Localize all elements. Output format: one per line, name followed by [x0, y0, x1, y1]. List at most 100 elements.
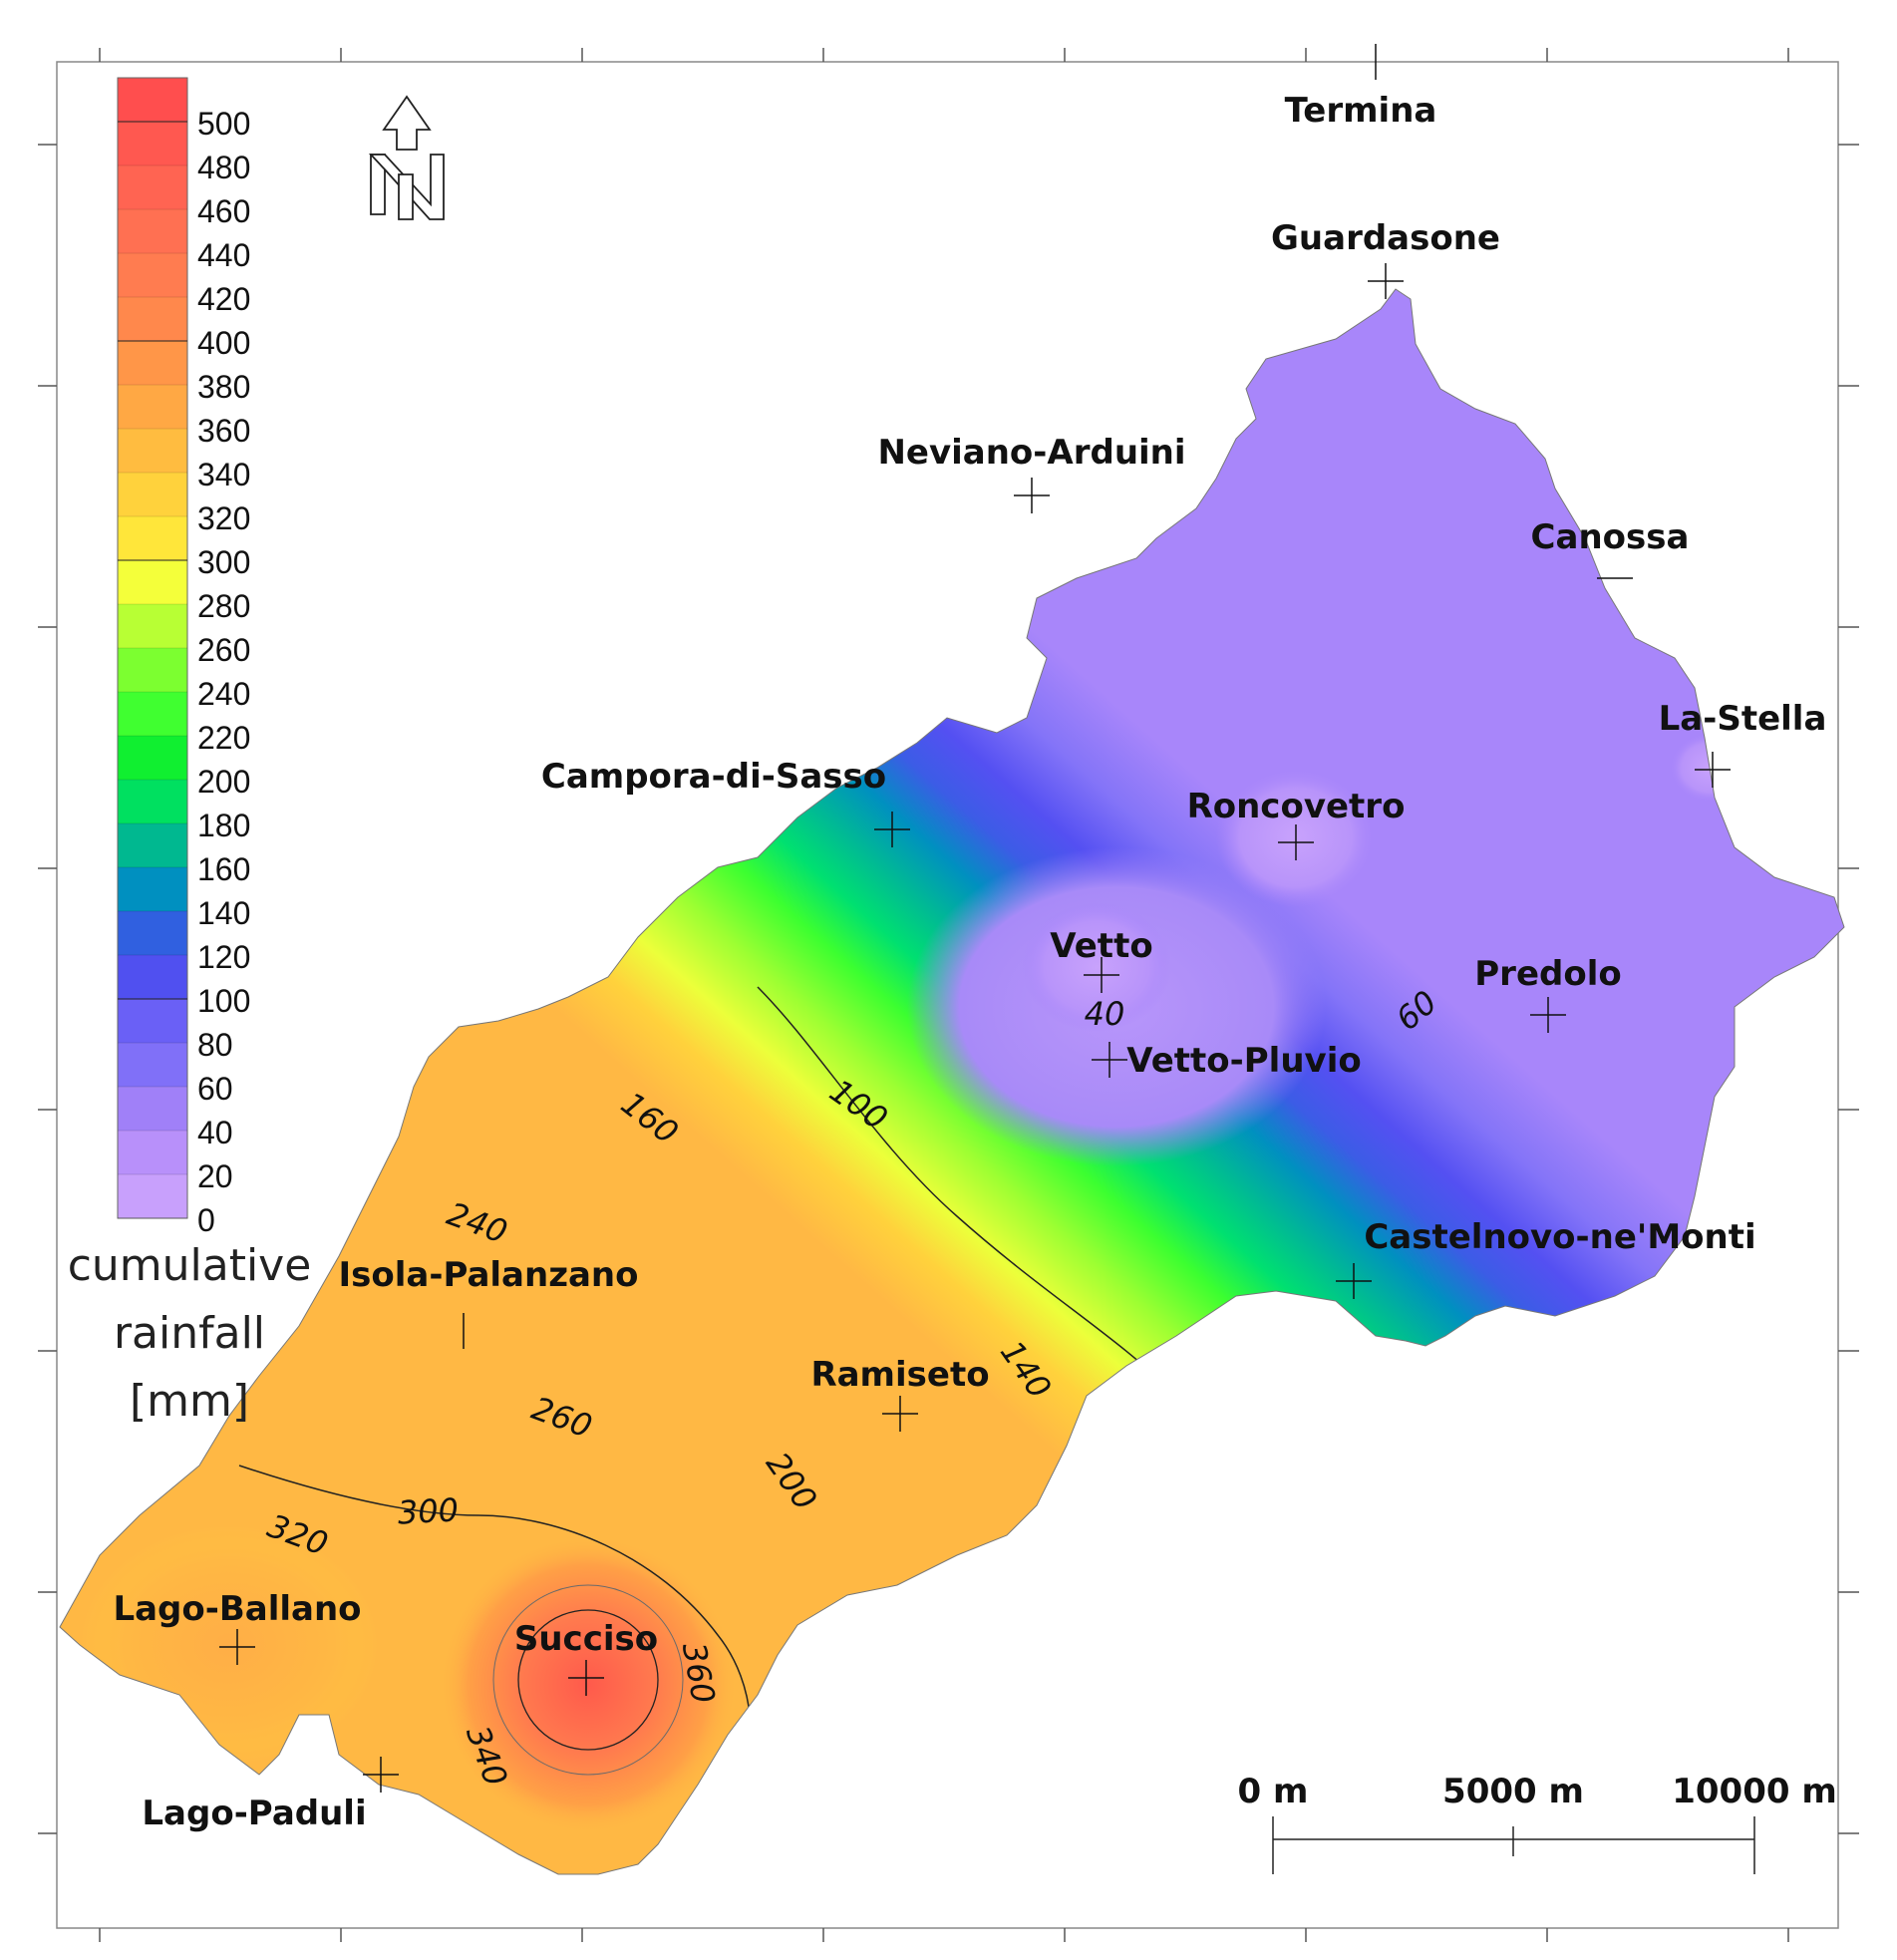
legend-tick-label: 400 [197, 325, 250, 361]
legend-tick-label: 440 [197, 237, 250, 273]
legend-tick-label: 20 [197, 1158, 233, 1194]
legend-title-line-1: cumulative [68, 1240, 312, 1291]
legend-swatch [118, 385, 187, 430]
station-marker-ramiseto [882, 1396, 918, 1432]
legend-tick-label: 100 [197, 983, 250, 1019]
legend-swatch [118, 736, 187, 781]
map-frame [56, 61, 1839, 1929]
legend-swatch [118, 473, 187, 517]
station-label-lago-ballano: Lago-Ballano [113, 1589, 361, 1629]
station-label-vetto-pluvio: Vetto-Pluvio [1126, 1041, 1361, 1081]
scale-label-10000: 10000 m [1672, 1772, 1837, 1811]
station-marker-neviano-arduini [1014, 478, 1050, 513]
legend-colorbar [118, 78, 187, 1219]
basin-outline [59, 288, 1845, 1875]
contour-label: 40 [1085, 995, 1125, 1033]
legend: 5004804604404204003803603403203002802602… [68, 77, 312, 1427]
legend-tick-label: 360 [197, 413, 250, 449]
legend-swatch [118, 692, 187, 737]
legend-swatch [118, 297, 187, 342]
station-marker-roncovetro [1278, 824, 1314, 860]
station-label-guardasone: Guardasone [1271, 218, 1500, 258]
legend-swatch [118, 1131, 187, 1175]
legend-tick-labels: 5004804604404204003803603403203002802602… [118, 106, 250, 1238]
station-marker-succiso [568, 1660, 604, 1696]
legend-swatch [118, 911, 187, 956]
station-label-ramiseto: Ramiseto [810, 1355, 989, 1395]
station-marker-vetto-pluvio [1092, 1042, 1127, 1078]
legend-swatch [118, 1043, 187, 1088]
legend-swatch [118, 1087, 187, 1132]
legend-swatch [118, 516, 187, 561]
legend-tick-label: 420 [197, 281, 250, 317]
legend-title-line-3: [mm] [130, 1376, 249, 1427]
legend-swatch [118, 560, 187, 605]
legend-title-line-2: rainfall [114, 1308, 265, 1359]
legend-tick-label: 480 [197, 150, 250, 185]
station-label-succiso: Succiso [514, 1619, 658, 1659]
station-marker-guardasone [1368, 263, 1404, 299]
station-labels: Termina Guardasone Neviano-Arduini Canossa L… [113, 91, 1826, 1833]
station-marker-predolo [1530, 997, 1566, 1033]
station-marker-la-stella [1695, 752, 1731, 788]
legend-tick-label: 40 [197, 1115, 233, 1150]
legend-swatch [118, 780, 187, 824]
legend-tick-label: 140 [197, 895, 250, 931]
legend-swatch [118, 999, 187, 1044]
contour-label: 300 [397, 1490, 460, 1531]
station-markers [219, 44, 1731, 1793]
legend-tick-label: 200 [197, 764, 250, 800]
station-label-canossa: Canossa [1531, 517, 1690, 557]
legend-swatch [118, 1174, 187, 1219]
station-label-isola-palanzano: Isola-Palanzano [338, 1255, 638, 1295]
legend-swatch [118, 253, 187, 298]
legend-swatch [118, 955, 187, 1000]
station-label-neviano-arduini: Neviano-Arduini [877, 433, 1185, 473]
station-label-roncovetro: Roncovetro [1187, 787, 1406, 826]
legend-swatch [118, 648, 187, 693]
legend-tick-label: 220 [197, 720, 250, 756]
legend-tick-label: 380 [197, 369, 250, 405]
scale-label-0: 0 m [1238, 1772, 1309, 1811]
north-arrow-icon [368, 95, 445, 220]
station-label-lago-paduli: Lago-Paduli [142, 1794, 366, 1833]
station-label-la-stella: La-Stella [1659, 699, 1827, 739]
legend-swatch [118, 604, 187, 649]
station-marker-lago-ballano [219, 1629, 255, 1665]
scale-label-5000: 5000 m [1442, 1772, 1584, 1811]
legend-tick-label: 180 [197, 808, 250, 843]
legend-tick-label: 160 [197, 851, 250, 887]
station-marker-vetto [1084, 957, 1119, 993]
legend-tick-label: 60 [197, 1071, 233, 1107]
station-marker-lago-paduli [363, 1757, 399, 1793]
legend-tick-label: 320 [197, 500, 250, 536]
legend-swatch [118, 823, 187, 868]
legend-swatch [118, 429, 187, 474]
scale-bar [1272, 1816, 1755, 1874]
legend-tick-label: 240 [197, 676, 250, 712]
legend-tick-label: 260 [197, 632, 250, 668]
legend-tick-label: 500 [197, 106, 250, 142]
legend-tick-label: 460 [197, 193, 250, 229]
station-label-castelnovo-ne-monti: Castelnovo-ne'Monti [1364, 1217, 1755, 1257]
legend-swatch [118, 165, 187, 210]
legend-tick-label: 120 [197, 939, 250, 975]
legend-tick-label: 280 [197, 588, 250, 624]
station-label-predolo: Predolo [1474, 954, 1621, 994]
station-label-vetto: Vetto [1050, 926, 1152, 966]
legend-swatch [118, 867, 187, 912]
legend-swatch [118, 209, 187, 254]
legend-tick-label: 80 [197, 1027, 233, 1063]
station-label-campora-di-sasso: Campora-di-Sasso [541, 757, 886, 797]
frame-ticks [38, 48, 1859, 1942]
legend-colorbar-frame [117, 77, 188, 1219]
legend-swatch [118, 78, 187, 123]
legend-tick-label: 300 [197, 544, 250, 580]
station-marker-campora-di-sasso [874, 812, 910, 847]
legend-tick-label: 340 [197, 457, 250, 492]
station-label-termina: Termina [1285, 91, 1437, 131]
station-marker-castelnovo-ne-monti [1336, 1263, 1372, 1299]
legend-tick-label: 0 [197, 1202, 215, 1238]
legend-swatch [118, 341, 187, 386]
